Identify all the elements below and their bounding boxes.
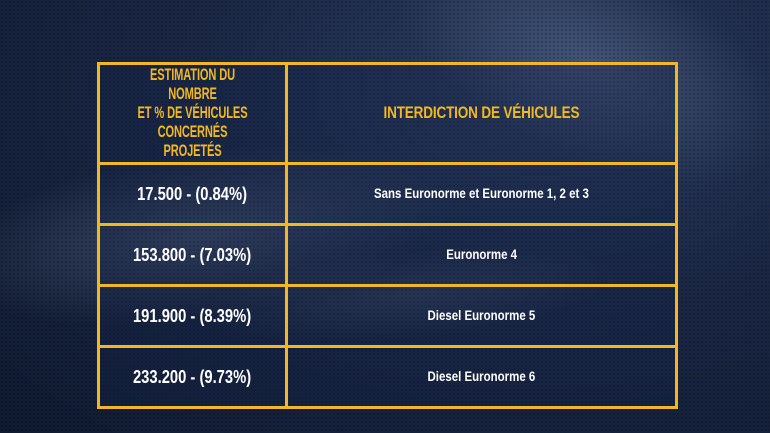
ban-cell: Sans Euronorme et Euronorme 1, 2 et 3: [285, 162, 678, 226]
table-row: 153.800 - (7.03%) Euronorme 4: [97, 223, 678, 287]
ban-value: Diesel Euronorme 6: [427, 369, 536, 384]
vehicle-ban-table: ESTIMATION DU NOMBRE ET % DE VÉHICULES C…: [97, 62, 678, 409]
table-row: 233.200 - (9.73%) Diesel Euronorme 6: [97, 345, 678, 409]
table-row: 191.900 - (8.39%) Diesel Euronorme 5: [97, 284, 678, 348]
header-ban-label: INTERDICTION DE VÉHICULES: [383, 104, 580, 122]
ban-value: Diesel Euronorme 5: [427, 308, 536, 323]
estimate-cell: 233.200 - (9.73%): [97, 345, 288, 409]
estimate-value: 233.200 - (9.73%): [133, 366, 252, 387]
estimate-cell: 191.900 - (8.39%): [97, 284, 288, 348]
header-ban: INTERDICTION DE VÉHICULES: [285, 62, 678, 165]
ban-value: Euronorme 4: [446, 247, 517, 262]
ban-value: Sans Euronorme et Euronorme 1, 2 et 3: [374, 186, 589, 201]
ban-cell: Euronorme 4: [285, 223, 678, 287]
header-line: ET % DE VÉHICULES: [137, 104, 248, 122]
estimate-value: 17.500 - (0.84%): [137, 183, 248, 204]
estimate-cell: 17.500 - (0.84%): [97, 162, 288, 226]
estimate-cell: 153.800 - (7.03%): [97, 223, 288, 287]
ban-cell: Diesel Euronorme 5: [285, 284, 678, 348]
ban-cell: Diesel Euronorme 6: [285, 345, 678, 409]
header-line: ESTIMATION DU NOMBRE: [150, 66, 235, 103]
estimate-value: 153.800 - (7.03%): [133, 244, 252, 265]
estimate-value: 191.900 - (8.39%): [133, 305, 252, 326]
header-line: CONCERNÉS PROJETÉS: [157, 123, 228, 160]
header-estimate: ESTIMATION DU NOMBRE ET % DE VÉHICULES C…: [97, 62, 288, 165]
table-header-row: ESTIMATION DU NOMBRE ET % DE VÉHICULES C…: [97, 62, 678, 165]
table-row: 17.500 - (0.84%) Sans Euronorme et Euron…: [97, 162, 678, 226]
